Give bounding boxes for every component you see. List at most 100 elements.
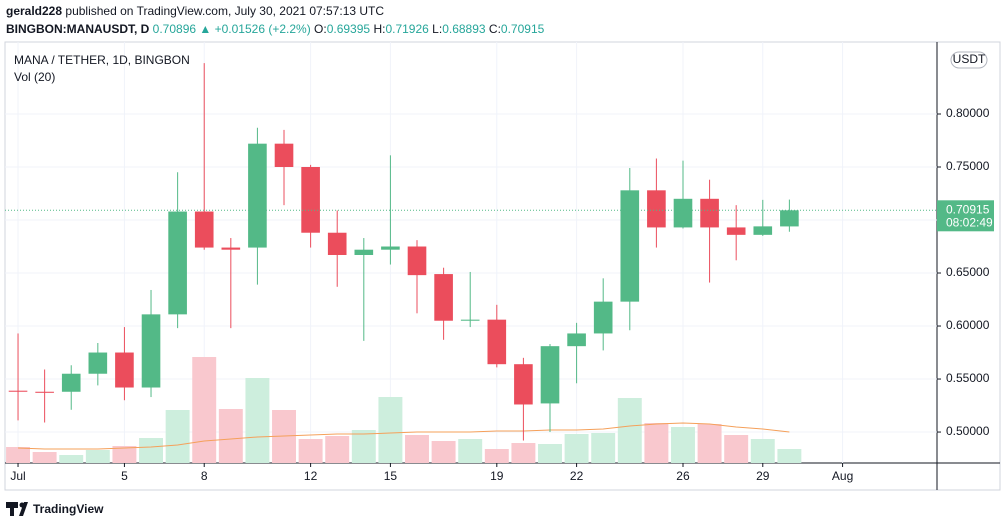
candle-body bbox=[61, 373, 81, 392]
x-tick-label: 5 bbox=[121, 469, 128, 483]
volume-bar bbox=[750, 439, 775, 463]
l-label: L: bbox=[432, 22, 442, 36]
y-tick-label: 0.55000 bbox=[946, 371, 990, 385]
volume-bar bbox=[591, 433, 616, 463]
candle-body bbox=[248, 143, 267, 248]
volume-bar bbox=[697, 424, 722, 463]
candle-body bbox=[487, 319, 507, 365]
volume-bar bbox=[538, 444, 562, 463]
volume-bar bbox=[431, 441, 456, 463]
candle-body bbox=[221, 247, 241, 250]
volume-bar bbox=[59, 455, 84, 463]
h-label: H: bbox=[373, 22, 385, 36]
candle-body bbox=[593, 301, 613, 334]
volume-bar bbox=[378, 397, 403, 463]
candle-body bbox=[540, 346, 560, 404]
volume-bar bbox=[112, 446, 137, 463]
candle-body bbox=[753, 226, 773, 235]
x-tick-label: 12 bbox=[304, 469, 318, 483]
frame bbox=[4, 41, 1001, 491]
volume-ma bbox=[18, 422, 790, 450]
currency: USDT bbox=[953, 52, 986, 66]
volume-bar bbox=[405, 435, 429, 463]
volume-bar bbox=[351, 430, 376, 463]
y-tick-label: 0.80000 bbox=[946, 106, 990, 120]
o: 0.69395 bbox=[327, 22, 371, 36]
published: published on TradingView.com, July 30, 2… bbox=[65, 4, 384, 18]
candle-body bbox=[88, 352, 108, 374]
volume-bar bbox=[564, 434, 589, 463]
symbol-line: BINGBON:MANAUSDT, D 0.70896 ▲ +0.01526 (… bbox=[6, 22, 545, 36]
volume-bar bbox=[165, 410, 190, 463]
y-tick-label: 0.50000 bbox=[946, 424, 990, 438]
countdown: 08:02:49 bbox=[946, 215, 993, 229]
x-tick-label: 29 bbox=[756, 469, 770, 483]
volume-bar bbox=[724, 435, 749, 463]
y-tick-label: 0.60000 bbox=[946, 318, 990, 332]
chart-title: MANA / TETHER, 1D, BINGBON bbox=[14, 53, 190, 67]
candle-body bbox=[567, 333, 586, 347]
volume-label: Vol (20) bbox=[14, 70, 55, 84]
volume-bar bbox=[85, 450, 110, 463]
candle-body bbox=[434, 274, 453, 321]
x-tick-label: 19 bbox=[490, 469, 504, 483]
last: 0.70896 bbox=[153, 22, 197, 36]
candle-body bbox=[647, 190, 666, 228]
candle-body bbox=[620, 190, 640, 302]
y-tick-label: 0.65000 bbox=[946, 265, 990, 279]
c: 0.70915 bbox=[501, 22, 545, 36]
candle-body bbox=[514, 364, 533, 405]
brand: TradingView bbox=[33, 502, 104, 516]
volume-bar bbox=[245, 378, 270, 463]
x-tick-label: 8 bbox=[201, 469, 208, 483]
header-line: gerald228 published on TradingView.com, … bbox=[6, 4, 384, 18]
x-tick-label: 26 bbox=[676, 469, 690, 483]
volume-bar bbox=[218, 409, 243, 463]
candle-body bbox=[460, 319, 480, 321]
candle-body bbox=[354, 249, 374, 255]
volume-bar bbox=[484, 449, 509, 463]
candle-body bbox=[274, 143, 294, 167]
c-label: C: bbox=[489, 22, 501, 36]
l: 0.68893 bbox=[442, 22, 486, 36]
logo bbox=[6, 502, 28, 516]
candle-body bbox=[407, 246, 427, 276]
candle-body bbox=[8, 390, 28, 392]
volume-bar bbox=[511, 443, 536, 463]
candle-body bbox=[726, 227, 746, 235]
last-price-box bbox=[937, 200, 994, 232]
candle-body bbox=[700, 198, 719, 228]
author: gerald228 bbox=[6, 4, 62, 18]
candle-body bbox=[780, 210, 799, 227]
o-label: O: bbox=[314, 22, 327, 36]
volume-bar bbox=[325, 436, 350, 463]
candle-body bbox=[115, 352, 134, 388]
y-tick-label: 0.75000 bbox=[946, 159, 990, 173]
candle-body bbox=[168, 211, 187, 315]
x-tick-label: 15 bbox=[384, 469, 398, 483]
h: 0.71926 bbox=[385, 22, 429, 36]
candle-body bbox=[327, 232, 347, 255]
volume-bar bbox=[298, 439, 323, 463]
currency-button[interactable] bbox=[950, 51, 988, 69]
volume-bar bbox=[192, 357, 217, 463]
volume-bar bbox=[777, 449, 802, 463]
candle-body bbox=[194, 211, 214, 248]
x-tick-label: Aug bbox=[832, 469, 853, 483]
volume-bar bbox=[32, 452, 57, 463]
candle-body bbox=[673, 198, 693, 228]
volume-bar bbox=[617, 398, 642, 463]
volume-bar bbox=[458, 439, 483, 463]
candle-body bbox=[35, 391, 54, 393]
candle-body bbox=[381, 246, 400, 250]
last-price-label: 0.70915 bbox=[946, 202, 990, 216]
change: ▲ +0.01526 (+2.2%) bbox=[199, 22, 310, 36]
symbol: BINGBON:MANAUSDT, D bbox=[6, 22, 150, 36]
volume-bar bbox=[6, 447, 31, 463]
x-tick-label: Jul bbox=[10, 469, 25, 483]
candle-body bbox=[141, 314, 161, 388]
x-tick-label: 22 bbox=[570, 469, 584, 483]
volume-bar bbox=[671, 427, 695, 463]
